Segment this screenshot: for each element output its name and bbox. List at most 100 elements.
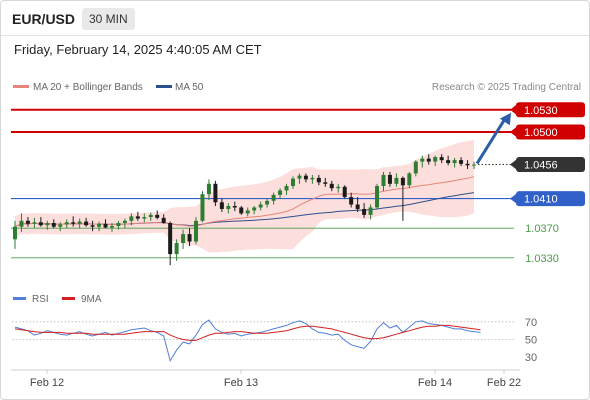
candle — [25, 217, 30, 227]
level-label-pointer — [510, 127, 517, 137]
timeframe-badge[interactable]: 30 MIN — [82, 8, 135, 30]
candle — [77, 218, 82, 229]
rsi-ma9-line — [14, 324, 481, 341]
candle-body — [161, 217, 166, 224]
header-bar: EUR/USD 30 MIN — [1, 1, 589, 36]
candle-body — [290, 178, 295, 187]
level-label-pointer — [510, 159, 517, 170]
candle — [200, 191, 205, 223]
candle-body — [271, 194, 276, 201]
candle — [420, 155, 425, 168]
ma20-line — [14, 176, 475, 228]
candle-body — [97, 223, 102, 227]
x-axis: Feb 12 Feb 13 Feb 14 Feb 22 — [11, 369, 521, 389]
candle-body — [362, 208, 367, 215]
candle — [368, 204, 373, 220]
candle-body — [355, 204, 360, 209]
candle — [290, 176, 295, 189]
candle-body — [206, 183, 211, 195]
level-label-pointer — [510, 193, 517, 204]
candle-body — [323, 182, 328, 184]
candle-body — [13, 226, 17, 240]
ma9-swatch — [62, 297, 75, 300]
candle-body — [303, 175, 308, 180]
candle-body — [84, 221, 89, 226]
candle-body — [142, 217, 147, 219]
candle — [90, 220, 95, 232]
candle — [161, 214, 166, 224]
price-pane: 1.0530 1.0500 1.0456 1.0410 1.0370 1.0330 — [11, 102, 585, 266]
candle-body — [278, 190, 283, 195]
candle-body — [219, 202, 224, 209]
symbol-title: EUR/USD — [12, 11, 76, 27]
candle — [64, 219, 69, 229]
candle-body — [71, 222, 76, 224]
candle — [19, 213, 24, 232]
candle — [413, 160, 418, 177]
candle-body — [342, 186, 347, 198]
forecast-arrow-shaft — [475, 118, 507, 165]
candle-body — [252, 207, 257, 211]
rsi-tick-label: 70 — [525, 317, 537, 329]
candle-body — [381, 174, 386, 187]
candle-body — [187, 234, 192, 242]
candle-body — [77, 221, 82, 224]
candle-body — [394, 177, 399, 184]
candle-body — [32, 222, 37, 224]
level-label-box — [516, 102, 585, 118]
candle-body — [19, 220, 24, 227]
candle-body — [122, 220, 127, 224]
candle-body — [129, 216, 134, 221]
candle-body — [413, 161, 418, 174]
candle — [336, 183, 341, 193]
candle — [45, 220, 50, 230]
candle — [71, 216, 76, 227]
candle-body — [400, 177, 405, 186]
candle — [38, 217, 43, 227]
candle — [271, 192, 276, 205]
candle-body — [420, 158, 425, 162]
rsi-line — [14, 319, 481, 362]
candle — [400, 176, 405, 221]
candle-body — [25, 220, 30, 224]
candle-body — [258, 204, 263, 208]
candle-body — [239, 207, 244, 214]
candle — [355, 197, 360, 212]
candle — [284, 183, 289, 195]
candle — [13, 220, 17, 249]
level-label-box — [516, 124, 585, 140]
candle — [465, 160, 470, 169]
candle — [109, 223, 114, 232]
candle-body — [452, 160, 457, 164]
candle — [323, 177, 328, 187]
level-label: 1.0456 — [524, 160, 558, 172]
candle — [452, 157, 457, 168]
candle-body — [213, 183, 218, 203]
candle — [278, 188, 283, 199]
ma50-swatch — [156, 85, 172, 88]
forecast-arrow — [475, 112, 511, 165]
x-tick-label: Feb 13 — [224, 377, 258, 389]
candle-body — [349, 197, 354, 205]
candle-body — [168, 223, 173, 255]
candle — [187, 228, 192, 246]
candle — [103, 219, 108, 229]
candle-body — [148, 214, 153, 218]
candle-body — [116, 223, 121, 226]
rsi-pane: 70 50 30 — [12, 317, 537, 364]
candle-body — [446, 160, 451, 164]
candle — [407, 171, 412, 189]
candle — [168, 221, 173, 266]
candle — [239, 206, 244, 215]
candle — [116, 220, 121, 230]
candle — [426, 154, 431, 165]
candle-body — [58, 224, 63, 227]
rsi-legend-label: RSI — [32, 294, 49, 305]
candle — [459, 157, 464, 167]
candle — [181, 229, 186, 249]
candle-body — [245, 210, 250, 214]
candle — [381, 171, 386, 192]
candle-body — [109, 225, 114, 228]
candle — [387, 171, 392, 187]
